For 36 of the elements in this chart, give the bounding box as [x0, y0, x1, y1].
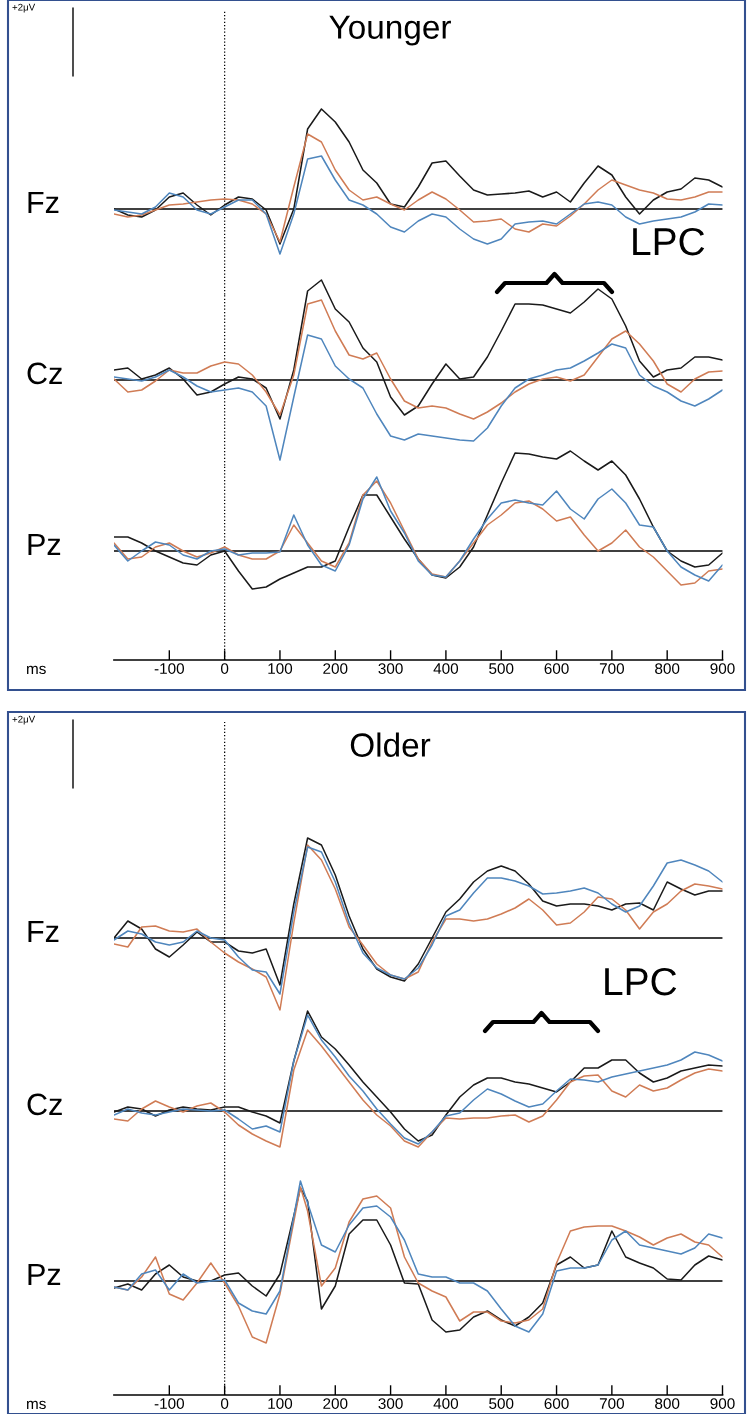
x-tick-label: -100	[154, 663, 185, 674]
x-tick-label: 0	[220, 663, 229, 674]
x-tick-label: 0	[220, 1398, 229, 1409]
x-tick-label: 700	[599, 663, 625, 674]
x-tick-label: 400	[433, 1398, 459, 1409]
x-tick-label: 800	[655, 663, 680, 674]
y-axis-title: Fz	[28, 920, 59, 942]
x-tick-label: 600	[544, 1398, 569, 1409]
x-tick-label: 200	[323, 1398, 348, 1409]
chart-title: Younger	[329, 15, 451, 46]
x-tick-label: 500	[489, 1398, 514, 1409]
x-tick-label: 300	[378, 1398, 403, 1409]
x-axis-title: ms	[27, 1400, 46, 1410]
y-axis-title: Fz	[28, 191, 59, 213]
y-axis-title: Pz	[28, 1263, 61, 1285]
x-tick-label: 100	[268, 663, 293, 674]
chart-title: Older	[350, 732, 431, 757]
annotation: LPC	[633, 227, 705, 256]
x-tick-label: 600	[544, 663, 569, 674]
y-axis-title: Cz	[27, 1093, 62, 1116]
text: +2μV	[12, 3, 36, 13]
x-tick-label: 700	[599, 1398, 625, 1409]
x-axis-title: ms	[27, 665, 46, 675]
x-tick-label: 800	[655, 1398, 680, 1409]
y-axis-title: Cz	[27, 362, 62, 385]
annotation: LPC	[605, 967, 677, 996]
x-tick-label: 900	[710, 663, 735, 674]
x-tick-label: 500	[489, 663, 514, 674]
x-tick-label: -100	[154, 1398, 185, 1409]
text: +2μV	[12, 715, 36, 725]
x-tick-label: 200	[323, 663, 348, 674]
x-tick-label: 100	[268, 1398, 293, 1409]
x-tick-label: 300	[378, 663, 403, 674]
x-tick-label: 400	[433, 663, 459, 674]
x-tick-label: 900	[710, 1398, 735, 1409]
y-axis-title: Pz	[28, 533, 61, 555]
